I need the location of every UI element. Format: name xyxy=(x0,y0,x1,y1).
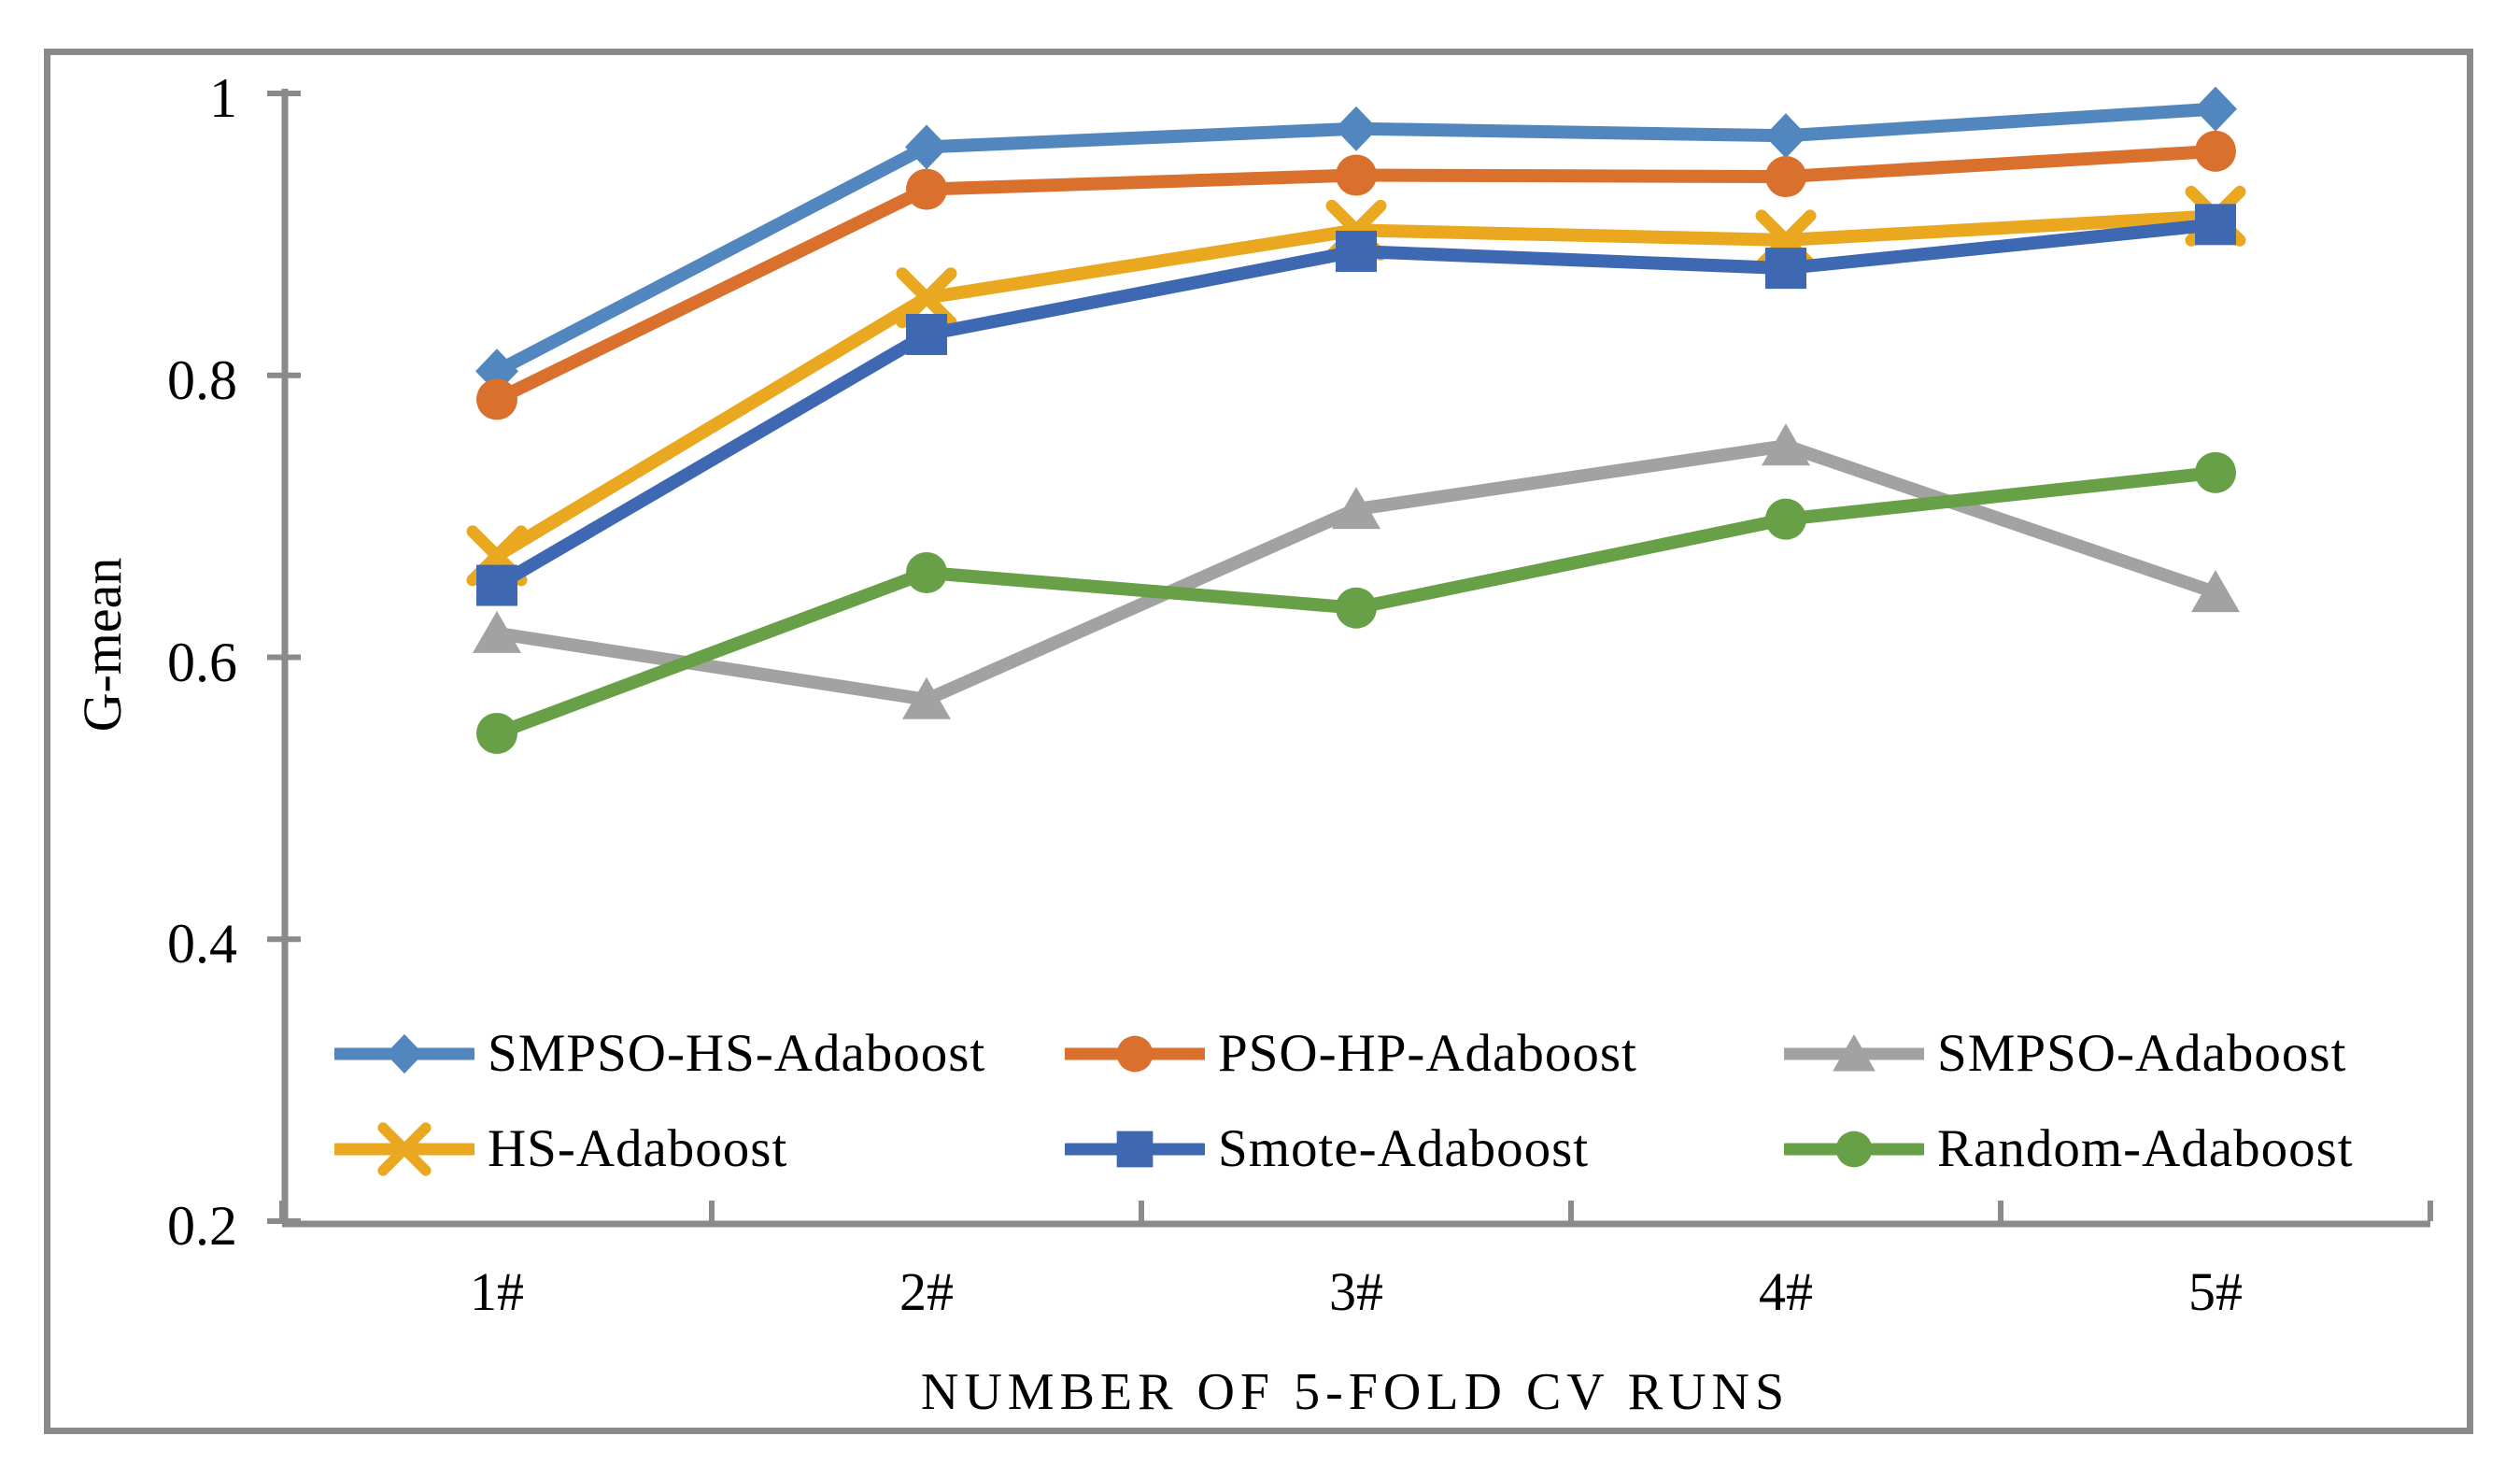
legend-marker-circle-icon xyxy=(1065,1035,1205,1073)
series-pso-hp-adaboost xyxy=(476,130,2236,420)
chart-border xyxy=(44,49,2473,1434)
legend-item-smote-adaboost: Smote-Adaboost xyxy=(1065,1119,1589,1179)
legend-label: PSO-HP-Adaboost xyxy=(1218,1024,1637,1083)
x-tick-label: 1# xyxy=(470,1261,524,1322)
y-tick-label: 1 xyxy=(209,67,237,129)
legend-marker-circle-icon xyxy=(1784,1131,1924,1168)
x-tick-label: 4# xyxy=(1759,1261,1813,1322)
legend-item-smpso-adaboost: SMPSO-Adaboost xyxy=(1784,1024,2346,1084)
y-tick-label: 0.2 xyxy=(167,1195,237,1257)
legend-item-hs-adaboost: HS-Adaboost xyxy=(334,1119,787,1179)
series-smote-adaboost xyxy=(476,204,2236,606)
legend-marker-diamond-icon xyxy=(334,1033,474,1074)
y-tick-label: 0.8 xyxy=(167,348,237,411)
x-tick-label: 2# xyxy=(899,1261,954,1322)
legend-label: SMPSO-Adaboost xyxy=(1937,1024,2347,1083)
legend-item-smpso-hs-adaboost: SMPSO-HS-Adaboost xyxy=(334,1024,985,1084)
series-smpso-adaboost xyxy=(473,423,2240,719)
x-tick-label: 3# xyxy=(1329,1261,1383,1322)
legend-label: Random-Adaboost xyxy=(1937,1119,2354,1178)
legend-marker-square-icon xyxy=(1065,1131,1205,1168)
legend-marker-x-icon xyxy=(334,1122,474,1176)
legend-item-pso-hp-adaboost: PSO-HP-Adaboost xyxy=(1065,1024,1637,1084)
legend-item-random-adaboost: Random-Adaboost xyxy=(1784,1119,2354,1179)
legend-label: HS-Adaboost xyxy=(488,1119,788,1178)
x-axis-title: NUMBER OF 5-FOLD CV RUNS xyxy=(920,1363,1791,1421)
legend-label: Smote-Adaboost xyxy=(1218,1119,1590,1178)
y-tick-label: 0.6 xyxy=(167,631,237,693)
axes xyxy=(267,89,2433,1228)
x-tick-label: 5# xyxy=(2188,1261,2243,1322)
y-tick-label: 0.4 xyxy=(167,913,237,975)
legend-label: SMPSO-HS-Adaboost xyxy=(488,1024,986,1083)
series-random-adaboost xyxy=(476,451,2236,754)
series-smpso-hs-adaboost xyxy=(475,86,2237,394)
legend-marker-triangle-icon xyxy=(1784,1033,1924,1072)
